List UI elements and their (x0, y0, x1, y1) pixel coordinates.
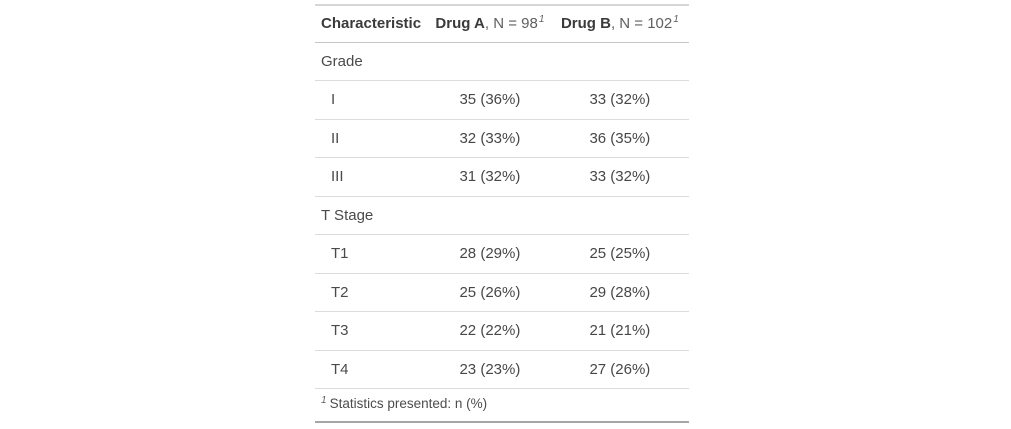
table-row-grade-iii: III 31 (32%) 33 (32%) (315, 157, 689, 197)
row-value-drug-a: 32 (33%) (429, 119, 553, 158)
table-row-grade-i: I 35 (36%) 33 (32%) (315, 80, 689, 120)
row-value-drug-b: 33 (32%) (552, 157, 689, 197)
row-label: T1 (315, 234, 430, 274)
row-value-drug-b: 27 (26%) (552, 350, 689, 389)
summary-table: Characteristic Drug A, N = 981 Drug B, N… (315, 4, 689, 423)
row-label: T4 (315, 350, 430, 389)
footnote-mark: 1 (321, 394, 327, 406)
table-row-grade: Grade (315, 42, 689, 81)
row-label: T3 (315, 311, 430, 351)
row-value-drug-a: 23 (23%) (429, 350, 553, 389)
row-value-drug-a: 35 (36%) (429, 80, 553, 120)
row-label: T2 (315, 273, 430, 312)
row-value-drug-a: 25 (26%) (429, 273, 553, 312)
row-value-drug-b (552, 42, 689, 81)
drug-b-label: Drug B (560, 15, 611, 32)
table-row-grade-ii: II 32 (33%) 36 (35%) (315, 119, 689, 158)
footnote-mark: 1 (538, 14, 545, 25)
row-value-drug-b: 36 (35%) (552, 119, 689, 158)
drug-a-label: Drug A (435, 15, 485, 32)
row-value-drug-b: 21 (21%) (552, 311, 689, 351)
row-value-drug-a: 28 (29%) (429, 234, 553, 274)
row-value-drug-b: 29 (28%) (552, 273, 689, 312)
col-header-characteristic: Characteristic (315, 5, 430, 43)
footnote-mark: 1 (673, 14, 679, 25)
footnote-text: Statistics presented: n (%) (329, 396, 488, 411)
footnote: 1 Statistics presented: n (%) (315, 389, 689, 422)
table-row-t-stage: T Stage (315, 196, 689, 235)
table-row-t1: T1 28 (29%) 25 (25%) (315, 234, 689, 274)
row-label: T Stage (315, 196, 430, 235)
header-row: Characteristic Drug A, N = 981 Drug B, N… (315, 5, 689, 43)
table-footer: 1 Statistics presented: n (%) (315, 389, 689, 422)
col-header-drug-a: Drug A, N = 981 (429, 5, 553, 43)
row-label: II (315, 119, 430, 158)
row-value-drug-a: 31 (32%) (429, 157, 553, 197)
row-value-drug-a (429, 42, 553, 81)
table-header: Characteristic Drug A, N = 981 Drug B, N… (315, 5, 689, 43)
drug-a-n: , N = 98 (484, 15, 538, 32)
row-label: I (315, 80, 430, 120)
table-body: Grade I 35 (36%) 33 (32%) II 32 (33%) 36… (315, 42, 689, 389)
col-header-drug-b: Drug B, N = 1021 (552, 5, 689, 43)
footnote-row: 1 Statistics presented: n (%) (315, 389, 689, 422)
row-label: Grade (315, 42, 430, 81)
row-value-drug-b: 25 (25%) (552, 234, 689, 274)
row-value-drug-b: 33 (32%) (552, 80, 689, 120)
drug-b-n: , N = 102 (610, 15, 673, 32)
row-value-drug-a (429, 196, 553, 235)
table-row-t2: T2 25 (26%) 29 (28%) (315, 273, 689, 312)
row-label: III (315, 157, 430, 197)
row-value-drug-a: 22 (22%) (429, 311, 553, 351)
row-value-drug-b (552, 196, 689, 235)
table-row-t3: T3 22 (22%) 21 (21%) (315, 311, 689, 351)
table-row-t4: T4 23 (23%) 27 (26%) (315, 350, 689, 389)
